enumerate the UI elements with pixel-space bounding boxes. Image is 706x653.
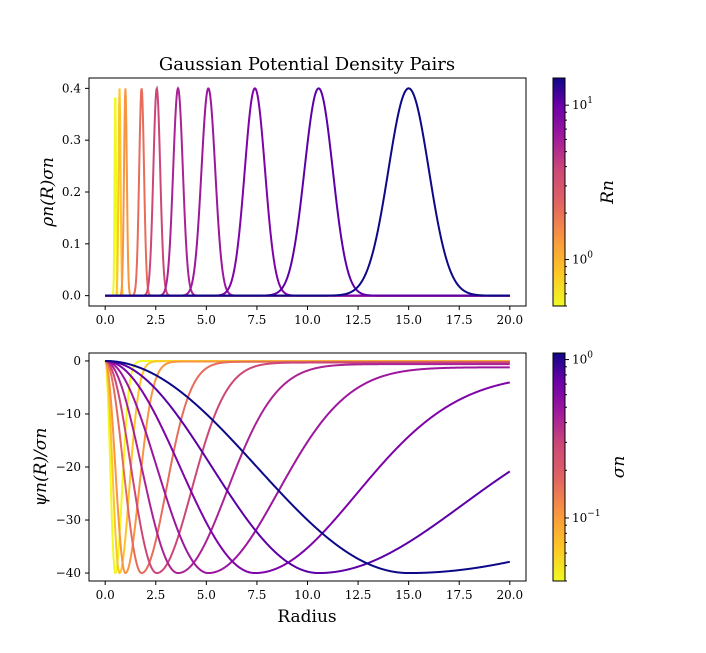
potential-series-line-8 — [105, 359, 511, 575]
colorbar-tick-label: 100 — [572, 251, 593, 267]
colorbar-tick-label: 100 — [572, 351, 593, 367]
colorbar-tick-label: 101 — [572, 96, 593, 112]
x-tick-label: 7.5 — [247, 313, 266, 327]
potential-series-line-1 — [104, 360, 510, 575]
y-tick-label: 0.0 — [62, 289, 81, 303]
x-tick-label: 17.5 — [446, 313, 473, 327]
density-x-ticks: 0.0 2.5 5.0 7.5 10.0 12.5 15.0 17.5 20.0 — [96, 306, 523, 327]
y-tick-label: 0.2 — [62, 185, 81, 199]
potential-series-line-7 — [105, 359, 511, 575]
x-tick-label: 0.0 — [96, 588, 115, 602]
potential-series-line-2 — [104, 360, 510, 575]
rn-colorbar-gradient — [552, 77, 566, 307]
x-tick-label: 12.5 — [345, 313, 372, 327]
potential-series-line-0 — [104, 359, 510, 575]
sigma-colorbar-gradient — [552, 352, 566, 582]
x-tick-label: 10.0 — [294, 588, 321, 602]
potential-x-label: Radius — [277, 607, 336, 627]
y-tick-label: −30 — [56, 513, 81, 527]
potential-series-line-3 — [105, 359, 510, 575]
rn-colorbar: 100 101 Rn — [552, 77, 618, 307]
x-tick-label: 20.0 — [496, 313, 523, 327]
y-tick-label: 0.3 — [62, 133, 81, 147]
potential-curves — [104, 359, 511, 575]
x-tick-label: 5.0 — [197, 313, 216, 327]
x-tick-label: 0.0 — [96, 313, 115, 327]
density-y-ticks: 0.0 0.1 0.2 0.3 0.4 — [62, 81, 89, 303]
density-series-line-9 — [105, 87, 510, 297]
potential-series-line-4 — [105, 359, 510, 575]
rn-colorbar-label: Rn — [598, 180, 618, 205]
x-tick-label: 15.0 — [395, 313, 422, 327]
x-tick-label: 7.5 — [247, 588, 266, 602]
y-tick-label: 0.4 — [62, 81, 81, 95]
potential-series-line-9 — [105, 359, 511, 575]
x-tick-label: 10.0 — [294, 313, 321, 327]
chart-title: Gaussian Potential Density Pairs — [159, 54, 455, 75]
y-tick-label: −40 — [56, 566, 81, 580]
y-tick-label: 0.1 — [62, 237, 81, 251]
density-panel: 0.0 2.5 5.0 7.5 10.0 12.5 15.0 17.5 20.0 0.00.10… — [38, 77, 527, 327]
y-tick-label: −10 — [56, 407, 81, 421]
sigma-colorbar-ticks: 10−1 100 — [565, 351, 601, 582]
x-tick-label: 15.0 — [395, 588, 422, 602]
y-tick-label: −20 — [56, 460, 81, 474]
rn-colorbar-ticks: 100 101 — [565, 96, 593, 307]
colorbar-tick-label: 10−1 — [572, 509, 601, 525]
potential-x-ticks: 0.0 2.5 5.0 7.5 10.0 12.5 15.0 17.5 20.0 — [96, 581, 523, 602]
x-tick-label: 2.5 — [146, 313, 165, 327]
density-y-label: ρn(R)σn — [38, 157, 58, 228]
potential-y-label: ψn(R)/σn — [31, 428, 51, 507]
density-curves — [105, 85, 510, 297]
sigma-colorbar: 10−1 100 σn — [552, 351, 629, 582]
x-tick-label: 5.0 — [197, 588, 216, 602]
x-tick-label: 12.5 — [345, 588, 372, 602]
x-tick-label: 17.5 — [446, 588, 473, 602]
potential-y-ticks: 0 −10 −20 −30 −40 — [56, 354, 89, 580]
sigma-colorbar-label: σn — [609, 456, 629, 479]
x-tick-label: 20.0 — [496, 588, 523, 602]
potential-panel: 0.0 2.5 5.0 7.5 10.0 12.5 15.0 17.5 20.0 0 −10 −20… — [31, 352, 527, 627]
y-tick-label: 0 — [73, 354, 81, 368]
potential-series-line-6 — [105, 359, 510, 575]
x-tick-label: 2.5 — [146, 588, 165, 602]
potential-series-line-5 — [105, 359, 510, 575]
